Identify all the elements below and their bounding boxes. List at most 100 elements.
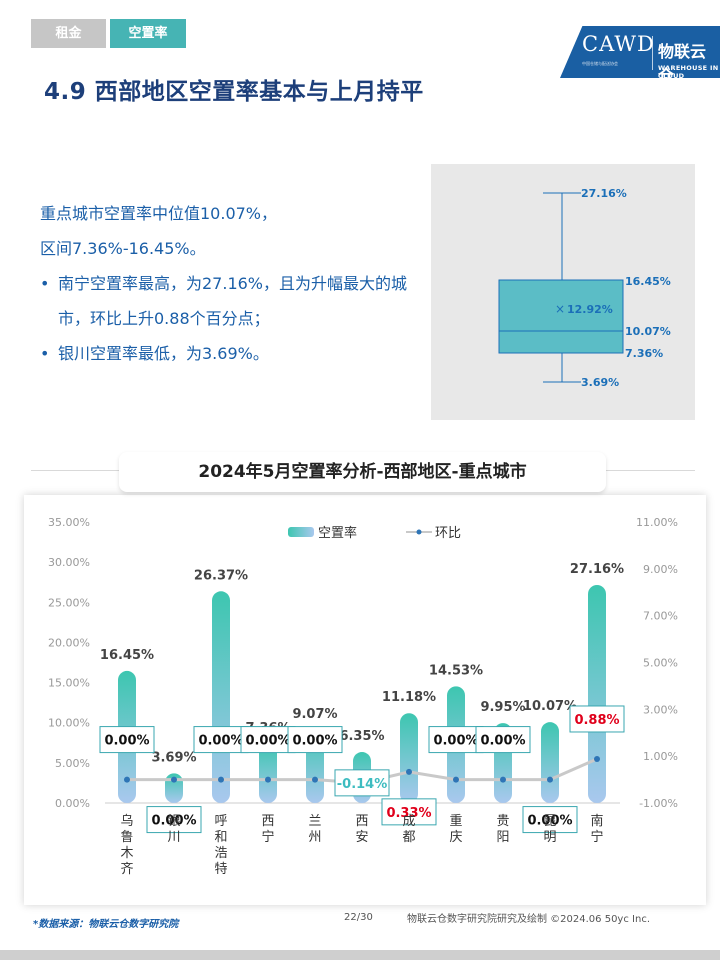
mom-change-label-box xyxy=(475,726,531,754)
summary-line-1: 重点城市空置率中位值10.07%， xyxy=(40,204,278,223)
category-label: 昆明 xyxy=(543,814,556,845)
category-label: 成都 xyxy=(402,814,415,845)
category-label: 乌鲁木齐 xyxy=(120,813,133,877)
legend-line-point xyxy=(416,529,422,535)
mom-change-label: 0.33% xyxy=(386,806,431,821)
mom-change-label-box xyxy=(99,726,155,754)
boxplot-mean-marker: × xyxy=(555,302,565,316)
boxplot-median-label: 10.07% xyxy=(625,325,671,338)
vacancy-bar-label: 16.45% xyxy=(100,648,154,663)
logo-cn-text: 物联云仓 xyxy=(658,42,707,85)
mom-change-label: 0.00% xyxy=(151,814,196,829)
mom-change-point xyxy=(500,776,506,783)
category-label: 贵阳 xyxy=(496,814,509,845)
category-label: 重庆 xyxy=(449,813,462,845)
chart-panel: 空置率 环比 0.00% 5.00% 10.00% 15.00% 20.00% 25.00… xyxy=(24,495,706,905)
category-label: 银川 xyxy=(167,814,180,845)
left-y-tick-label: 35.00% xyxy=(48,516,90,529)
logo-en-text: WAREHOUSE IN CLOUD xyxy=(658,64,719,80)
vacancy-bar xyxy=(212,591,230,803)
vacancy-bar xyxy=(541,722,559,803)
mom-change-point xyxy=(453,776,459,783)
vacancy-bar-label: 9.95% xyxy=(480,700,525,715)
left-y-tick-label: 20.00% xyxy=(48,636,90,649)
boxplot-mean-label: 12.92% xyxy=(567,303,613,316)
boxplot-panel: × 12.92% 27.16% 16.45% 10.07% 7.36% 3.69… xyxy=(431,164,695,420)
logo-separator xyxy=(652,36,653,70)
mom-change-label-box xyxy=(381,798,437,826)
left-y-tick-label: 5.00% xyxy=(55,757,90,770)
category-label: 南宁 xyxy=(590,813,603,845)
page-title: 4.9 西部地区空置率基本与上月持平 xyxy=(44,79,424,105)
mom-change-point xyxy=(547,776,553,783)
vacancy-bar-label: 9.07% xyxy=(292,707,337,722)
category-label: 兰州 xyxy=(308,814,321,845)
vacancy-bar-label: 11.18% xyxy=(382,690,436,705)
mom-change-point xyxy=(312,776,318,783)
left-y-tick-label: 0.00% xyxy=(55,797,90,810)
mom-change-label-box xyxy=(569,705,625,733)
vacancy-bar-label: 10.07% xyxy=(523,699,577,714)
vacancy-bar-label: 14.53% xyxy=(429,663,483,678)
mom-change-label: 0.00% xyxy=(480,734,525,749)
mom-change-label-box xyxy=(240,726,296,754)
vacancy-bar-label: 26.37% xyxy=(194,568,248,583)
footer-source: *数据来源：物联云仓数字研究院 xyxy=(33,919,179,930)
mom-change-point xyxy=(406,768,412,775)
summary-bullet-2: 银川空置率最低，为3.69%。 xyxy=(40,336,425,371)
boxplot-min-label: 3.69% xyxy=(581,376,619,389)
mom-change-label: -0.14% xyxy=(337,777,388,792)
mom-change-label: 0.00% xyxy=(198,734,243,749)
right-y-tick-label: 7.00% xyxy=(643,610,678,623)
left-y-tick-label: 15.00% xyxy=(48,677,90,690)
right-y-tick-label: 3.00% xyxy=(643,703,678,716)
vacancy-chart: 空置率 环比 0.00% 5.00% 10.00% 15.00% 20.00% 25.00… xyxy=(48,516,678,877)
legend-line-label: 环比 xyxy=(435,526,461,541)
legend-bar-swatch xyxy=(288,527,314,537)
summary-bullet-1: 南宁空置率最高，为27.16%，且为升幅最大的城市，环比上升0.88个百分点； xyxy=(40,266,425,336)
mom-change-point xyxy=(265,776,271,783)
right-y-tick-label: 1.00% xyxy=(643,750,678,763)
mom-change-point xyxy=(171,776,177,783)
mom-change-point xyxy=(594,755,600,762)
right-y-tick-label: -1.00% xyxy=(639,797,678,810)
category-label: 西安 xyxy=(355,814,368,845)
tab-rent[interactable]: 租金 xyxy=(31,19,106,48)
vacancy-bar xyxy=(400,713,418,803)
chart-title: 2024年5月空置率分析-西部地区-重点城市 xyxy=(119,452,606,492)
category-label: 呼和浩特 xyxy=(214,814,227,877)
mom-change-label: 0.88% xyxy=(574,713,619,728)
bottom-bar xyxy=(0,950,720,960)
boxplot-box xyxy=(498,279,624,354)
category-label: 西宁 xyxy=(261,814,274,845)
boxplot-q1-label: 7.36% xyxy=(625,347,663,360)
tab-vacancy-rate[interactable]: 空置率 xyxy=(110,19,186,48)
vacancy-bar xyxy=(259,743,277,803)
mom-change-label-box xyxy=(146,806,202,834)
right-y-tick-label: 11.00% xyxy=(636,516,678,529)
mom-change-label: 0.00% xyxy=(433,734,478,749)
mom-change-label-box xyxy=(334,769,390,797)
mom-change-label: 0.00% xyxy=(245,734,290,749)
vacancy-bar-label: 6.35% xyxy=(339,729,384,744)
mom-change-label-box xyxy=(522,806,578,834)
vacancy-bar xyxy=(588,584,606,803)
summary-line-2: 区间7.36%-16.45%。 xyxy=(40,239,206,258)
left-y-tick-label: 25.00% xyxy=(48,596,90,609)
logo-main-text: CAWD xyxy=(582,32,655,56)
left-y-tick-label: 10.00% xyxy=(48,717,90,730)
mom-change-label: 0.00% xyxy=(104,734,149,749)
logo-sub-text: 中国仓储与配送协会 xyxy=(582,61,618,66)
mom-change-label-box xyxy=(287,726,343,754)
mom-change-label-box xyxy=(428,726,484,754)
footer-credit: 物联云仓数字研究院研究及绘制 ©2024.06 50yc Inc. xyxy=(407,914,650,925)
left-y-tick-label: 30.00% xyxy=(48,556,90,569)
right-y-tick-label: 5.00% xyxy=(643,657,678,670)
vacancy-bar-label: 27.16% xyxy=(570,562,624,577)
boxplot-max-label: 27.16% xyxy=(581,187,627,200)
mom-change-point xyxy=(124,776,130,783)
mom-change-label: 0.00% xyxy=(292,734,337,749)
mom-change-label-box xyxy=(193,726,249,754)
mom-change-point xyxy=(218,776,224,783)
cawd-logo: CAWD 中国仓储与配送协会 物联云仓 WAREHOUSE IN CLOUD xyxy=(560,26,720,78)
